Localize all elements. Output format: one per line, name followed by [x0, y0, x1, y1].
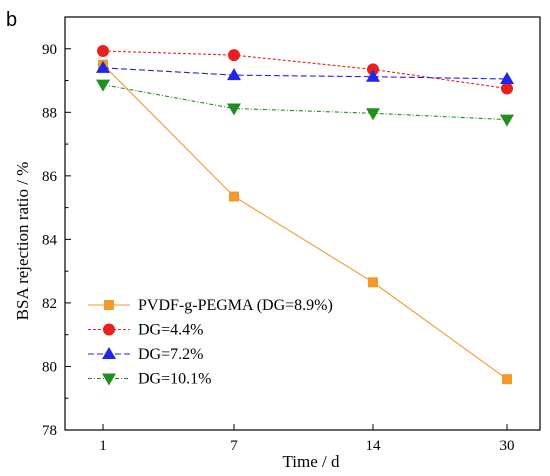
legend-marker: [102, 347, 116, 359]
y-tick-label: 86: [42, 169, 58, 185]
legend-label: DG=4.4%: [138, 322, 203, 339]
legend-marker: [103, 323, 115, 336]
series-line: [102, 50, 508, 90]
y-tick-label: 88: [42, 105, 57, 121]
legend-item: DG=4.4%: [88, 322, 203, 339]
data-point: [501, 82, 513, 95]
series-4: [96, 79, 514, 127]
legend-marker: [102, 373, 116, 386]
series-line: [102, 84, 508, 121]
y-axis-title: BSA rejection ratio / %: [13, 162, 32, 321]
y-tick-label: 84: [42, 232, 58, 248]
data-point: [500, 114, 514, 127]
panel-label: b: [6, 9, 17, 31]
x-axis-title: Time / d: [282, 452, 340, 471]
data-point: [367, 63, 379, 76]
legend-marker: [104, 300, 114, 310]
data-point: [366, 69, 380, 82]
series-line: [102, 64, 508, 380]
data-point: [228, 49, 240, 62]
data-point: [368, 277, 378, 288]
legend-label: PVDF-g-PEGMA (DG=8.9%): [138, 297, 333, 314]
x-tick-label: 1: [99, 438, 107, 454]
y-tick-label: 80: [42, 359, 57, 375]
series-3: [96, 60, 514, 84]
axes: 78 80 82 84 86 88 90 1 7 14 30: [42, 16, 541, 454]
data-point: [366, 108, 380, 121]
y-tick-label: 82: [42, 296, 57, 312]
x-tick-label: 30: [500, 438, 515, 454]
legend-item: PVDF-g-PEGMA (DG=8.9%): [88, 297, 333, 314]
data-point: [500, 71, 514, 84]
data-point: [229, 191, 239, 202]
legend-item: DG=7.2%: [88, 346, 203, 363]
series-layer: [96, 44, 514, 385]
series-2: [97, 44, 513, 95]
y-tick-label: 78: [42, 423, 57, 439]
data-point: [97, 44, 109, 57]
series-line: [102, 67, 508, 80]
legend-item: DG=10.1%: [88, 371, 211, 388]
y-tick-label: 90: [42, 42, 57, 58]
legend-label: DG=10.1%: [138, 371, 211, 388]
data-point: [227, 68, 241, 81]
x-tick-label: 7: [230, 438, 238, 454]
plot-frame: [64, 16, 541, 431]
legend-label: DG=7.2%: [138, 346, 203, 363]
data-point: [96, 79, 110, 92]
data-point: [502, 374, 512, 385]
x-tick-label: 14: [366, 438, 382, 454]
data-point: [96, 60, 110, 73]
data-point: [227, 103, 241, 116]
legend: PVDF-g-PEGMA (DG=8.9%) DG=4.4% DG=7.2% DG=1…: [88, 297, 333, 388]
